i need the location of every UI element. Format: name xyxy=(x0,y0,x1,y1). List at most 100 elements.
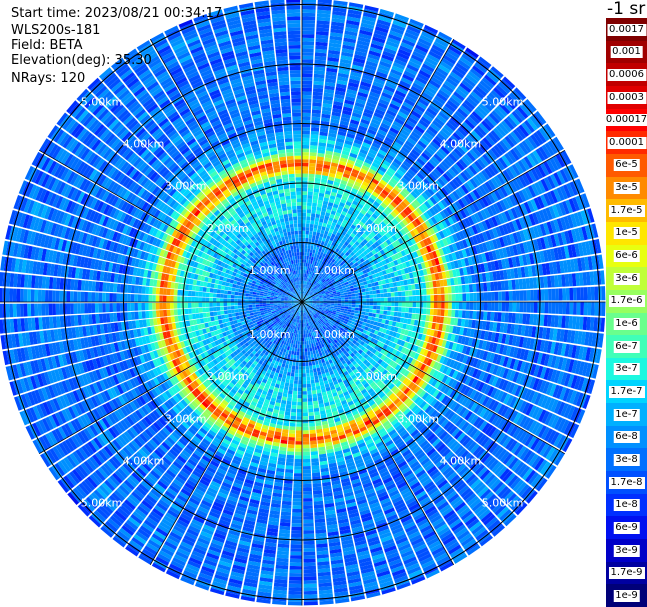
range-gate-cell xyxy=(401,302,406,307)
range-gate-cell xyxy=(312,249,316,254)
range-gate-cell xyxy=(362,74,374,81)
range-gate-cell xyxy=(410,110,422,119)
range-gate-cell xyxy=(402,160,412,169)
range-gate-cell xyxy=(310,376,315,381)
range-gate-cell xyxy=(311,468,320,474)
range-gate-cell xyxy=(346,238,352,244)
range-gate-cell xyxy=(400,312,405,318)
range-gate-cell xyxy=(302,291,304,295)
range-gate-cell xyxy=(438,31,453,42)
range-gate-cell xyxy=(328,176,335,182)
range-gate-cell xyxy=(309,148,318,153)
range-gate-cell xyxy=(472,311,477,320)
range-gate-cell xyxy=(436,287,441,295)
range-gate-cell xyxy=(512,302,517,312)
range-gate-cell xyxy=(412,302,417,308)
range-gate-cell xyxy=(347,9,362,16)
range-gate-cell xyxy=(486,311,491,321)
range-gate-cell xyxy=(302,180,308,185)
range-gate-cell xyxy=(318,267,322,271)
range-gate-cell xyxy=(302,91,312,96)
range-gate-cell xyxy=(302,184,308,188)
range-gate-cell xyxy=(374,29,388,37)
range-gate-cell xyxy=(365,305,370,309)
range-gate-cell xyxy=(305,284,308,289)
range-gate-cell xyxy=(437,302,442,309)
range-gate-cell xyxy=(316,254,320,259)
range-gate-cell xyxy=(324,230,329,236)
range-gate-cell xyxy=(305,241,308,246)
range-gate-cell xyxy=(364,315,369,320)
range-gate-cell xyxy=(327,57,340,62)
range-gate-cell xyxy=(412,107,424,116)
range-gate-cell xyxy=(302,73,313,78)
range-gate-cell xyxy=(439,60,453,71)
range-gate-cell xyxy=(396,135,406,143)
range-gate-cell xyxy=(364,64,377,71)
range-gate-cell xyxy=(305,365,310,370)
range-gate-cell xyxy=(319,302,324,305)
range-gate-cell xyxy=(345,96,356,102)
range-gate-cell xyxy=(329,257,334,262)
range-gate-cell xyxy=(308,259,311,264)
range-gate-cell xyxy=(314,56,327,61)
range-gate-cell xyxy=(380,57,393,65)
range-gate-cell xyxy=(381,189,389,197)
range-gate-cell xyxy=(306,380,311,384)
range-gate-cell xyxy=(325,150,333,156)
range-gate-cell xyxy=(337,72,349,79)
range-gate-cell xyxy=(562,302,567,315)
range-gate-cell xyxy=(405,307,409,313)
range-gate-cell xyxy=(339,157,348,163)
range-gate-cell xyxy=(354,307,359,311)
range-gate-cell xyxy=(369,302,374,306)
range-gate-cell xyxy=(302,0,317,3)
range-gate-cell xyxy=(394,306,399,312)
range-gate-cell xyxy=(363,161,371,168)
range-gate-cell xyxy=(363,177,371,185)
range-gate-cell xyxy=(364,190,372,197)
range-gate-cell xyxy=(336,220,342,226)
range-gate-cell xyxy=(441,302,445,309)
range-gate-cell xyxy=(318,236,323,241)
range-gate-cell xyxy=(359,302,363,305)
range-gate-cell xyxy=(308,173,315,178)
range-gate-cell xyxy=(306,340,309,345)
range-gate-cell xyxy=(306,373,310,377)
range-gate-cell xyxy=(350,149,359,155)
range-gate-cell xyxy=(309,263,312,268)
range-gate-cell xyxy=(306,205,312,210)
range-gate-cell xyxy=(322,200,329,206)
ppi-scan-plot: 1.00km1.00km1.00km1.00km2.00km2.00km2.00… xyxy=(0,0,606,606)
range-gate-cell xyxy=(313,81,324,86)
range-gate-cell xyxy=(302,198,307,203)
range-gate-cell xyxy=(304,288,307,292)
range-gate-cell xyxy=(382,88,394,96)
range-gate-cell xyxy=(316,156,324,161)
range-gate-cell xyxy=(310,141,318,146)
range-gate-cell xyxy=(322,99,333,105)
range-gate-cell xyxy=(321,260,325,265)
range-gate-cell xyxy=(303,334,306,338)
range-gate-cell xyxy=(344,233,350,239)
range-gate-cell xyxy=(418,119,429,128)
range-gate-cell xyxy=(580,287,584,301)
range-gate-cell xyxy=(358,125,368,132)
range-gate-cell xyxy=(332,155,340,161)
range-gate-cell xyxy=(306,255,309,260)
range-gate-cell xyxy=(306,281,309,285)
range-gate-cell xyxy=(303,291,305,295)
range-gate-cell xyxy=(338,69,350,75)
range-gate-cell xyxy=(362,295,367,299)
range-gate-cell xyxy=(323,266,327,271)
range-gate-cell xyxy=(315,167,323,172)
range-gate-cell xyxy=(302,159,309,163)
range-gate-cell xyxy=(323,92,334,98)
range-gate-cell xyxy=(324,215,330,221)
range-gate-cell xyxy=(407,92,419,101)
range-gate-cell xyxy=(327,220,333,226)
range-gate-cell xyxy=(308,267,311,271)
range-gate-cell xyxy=(319,268,324,272)
range-gate-cell xyxy=(437,309,441,316)
range-gate-cell xyxy=(356,43,369,50)
